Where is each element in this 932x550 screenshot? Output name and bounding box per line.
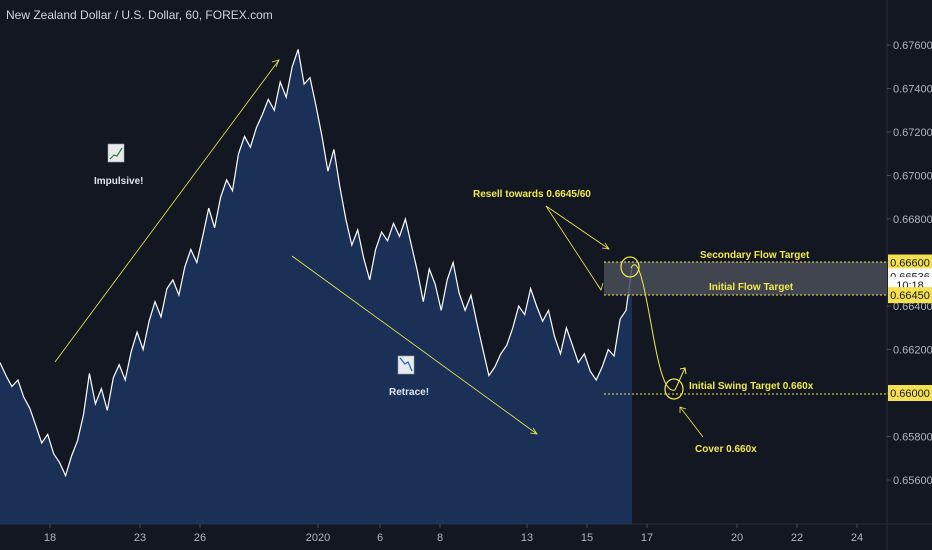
y-tick-label: 0.67200 xyxy=(893,127,932,139)
time-axis[interactable]: 18 23 26 2020 6 8 13 15 17 20 22 24 xyxy=(44,524,863,544)
resell-arrowhead-1 xyxy=(602,243,609,249)
x-tick-label: 6 xyxy=(377,532,383,544)
resell-arrowhead-2 xyxy=(597,283,603,290)
initial-flow-label: Initial Flow Target xyxy=(709,282,794,293)
x-tick-label: 2020 xyxy=(306,532,330,544)
x-tick-label: 24 xyxy=(851,532,863,544)
x-tick-label: 15 xyxy=(581,532,593,544)
y-tick-label: 0.66800 xyxy=(893,214,932,226)
retrace-label: Retrace! xyxy=(389,387,429,398)
price-area xyxy=(0,49,632,524)
price-tag-label: 0.66000 xyxy=(890,388,930,400)
initial-swing-label: Initial Swing Target 0.660x xyxy=(689,381,814,392)
x-tick-label: 22 xyxy=(791,532,803,544)
price-tag-label: 0.66600 xyxy=(890,258,930,270)
y-tick-label: 0.67400 xyxy=(893,84,932,96)
x-tick-label: 26 xyxy=(194,532,206,544)
resell-arrow-1 xyxy=(546,206,609,249)
resell-arrow-2 xyxy=(546,206,601,290)
cover-arrow xyxy=(680,407,703,437)
secondary-flow-label: Secondary Flow Target xyxy=(700,250,810,261)
cover-label: Cover 0.660x xyxy=(695,444,757,455)
y-tick-label: 0.67000 xyxy=(893,171,932,183)
resell-label: Resell towards 0.6645/60 xyxy=(473,189,591,200)
x-tick-label: 23 xyxy=(134,532,146,544)
x-tick-label: 13 xyxy=(521,532,533,544)
cover-circle xyxy=(665,379,683,399)
price-area-layer xyxy=(0,49,632,524)
x-tick-label: 17 xyxy=(641,532,653,544)
price-tag-label: 0.66450 xyxy=(890,290,930,302)
y-tick-label: 0.65800 xyxy=(893,432,932,444)
y-tick-label: 0.65600 xyxy=(893,475,932,487)
chart-up-icon[interactable] xyxy=(108,144,124,162)
x-tick-label: 8 xyxy=(437,532,443,544)
x-tick-label: 18 xyxy=(44,532,56,544)
y-tick-label: 0.67600 xyxy=(893,40,932,52)
x-tick-label: 20 xyxy=(731,532,743,544)
impulsive-label: Impulsive! xyxy=(94,176,143,187)
y-tick-label: 0.66200 xyxy=(893,345,932,357)
chart-down-icon[interactable] xyxy=(398,356,414,374)
